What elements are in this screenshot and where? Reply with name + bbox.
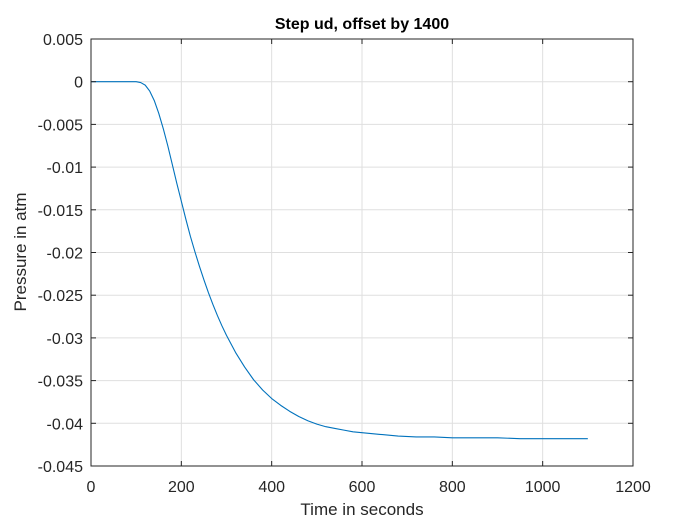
y-tick-label: 0.005	[43, 32, 83, 49]
chart-title: Step ud, offset by 1400	[275, 16, 449, 33]
y-tick-label: -0.005	[38, 117, 83, 134]
y-tick-label: -0.045	[38, 459, 83, 476]
x-tick-label: 1000	[525, 479, 561, 496]
x-axis-label: Time in seconds	[300, 500, 423, 519]
x-tick-label: 800	[439, 479, 466, 496]
x-tick-label: 200	[168, 479, 195, 496]
y-tick-label: -0.02	[47, 246, 84, 263]
y-tick-label: -0.03	[47, 331, 84, 348]
data-series	[91, 81, 588, 440]
y-tick-label: -0.015	[38, 203, 83, 220]
x-tick-label: 1200	[615, 479, 651, 496]
x-tick-label: 0	[87, 479, 96, 496]
y-tick-label: -0.01	[47, 160, 84, 177]
ticks: 0 200 400 600 800 1000 1200 0.005 0 -0.005 -0.01 -0…	[38, 32, 651, 496]
y-axis-label: Pressure in atm	[11, 192, 30, 311]
y-tick-label: -0.025	[38, 288, 83, 305]
y-tick-label: -0.04	[47, 416, 84, 433]
y-tick-label: -0.035	[38, 374, 83, 391]
series-line	[91, 81, 588, 440]
x-tick-label: 600	[349, 479, 376, 496]
x-tick-label: 400	[258, 479, 285, 496]
y-tick-label: 0	[74, 75, 83, 92]
